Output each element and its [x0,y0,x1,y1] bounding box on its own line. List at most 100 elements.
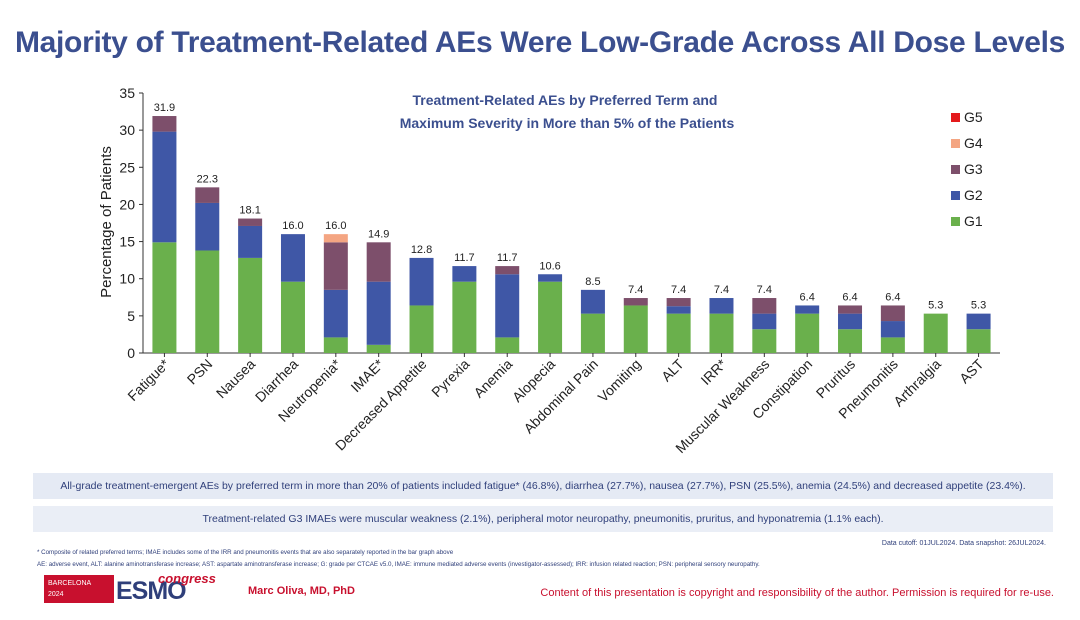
bar-segment-g1 [580,313,605,353]
bar-segment-g2 [709,298,734,314]
bar-total-label: 7.4 [628,284,643,296]
bar-segment-g1 [238,257,263,353]
bar-segment-g1 [538,281,563,353]
bar-segment-g1 [495,337,520,353]
bar-segment-g1 [280,281,305,353]
bar-segment-g1 [623,305,648,353]
legend-swatch-g4 [951,139,960,148]
y-tick-label: 20 [119,196,135,212]
bar-total-label: 8.5 [585,276,600,288]
bar-total-label: 7.4 [671,284,686,296]
slide-title: Majority of Treatment-Related AEs Were L… [14,26,1066,59]
x-tick-label: Arthralgia [890,356,944,410]
legend-label-g4: G4 [964,135,983,151]
bar-segment-g1 [409,305,434,353]
x-tick-label: IRR* [697,355,730,388]
x-tick-label: Pyrexia [428,356,472,400]
note-all-grade-aes: All-grade treatment-emergent AEs by pref… [33,473,1053,499]
bar-segment-g2 [366,281,391,345]
bar-segment-g3 [152,116,177,132]
bar-total-label: 6.4 [842,291,857,303]
legend: G5 G4 G3 G2 G1 [951,109,983,229]
bar-total-label: 10.6 [539,260,560,272]
x-tick-label: ALT [658,355,687,384]
x-tick-label: Vomiting [595,356,644,405]
bar-segment-g3 [366,242,391,282]
bar-segment-g3 [323,242,348,290]
bar-total-label: 31.9 [154,102,175,114]
bar-segment-g3 [666,298,691,307]
y-tick-label: 25 [119,159,135,175]
legend-label-g1: G1 [964,213,983,229]
x-tick-label: Fatigue* [124,355,173,404]
legend-swatch-g1 [951,217,960,226]
x-tick-label: Abdominal Pain [520,356,601,437]
bar-segment-g2 [152,131,177,243]
logo-city: BARCELONA [48,580,92,587]
bar-total-label: 12.8 [411,244,432,256]
bar-segment-g2 [409,257,434,306]
footnote-composite: * Composite of related preferred terms; … [37,549,454,556]
legend-swatch-g3 [951,165,960,174]
y-tick-label: 35 [119,85,135,101]
bar-segment-g1 [838,329,863,353]
note-g3-imaes: Treatment-related G3 IMAEs were muscular… [33,506,1053,532]
bar-total-label: 16.0 [325,220,346,232]
bar-total-label: 6.4 [800,291,815,303]
bar-segment-g3 [623,298,648,306]
bar-segment-g1 [752,329,777,353]
bar-segment-g1 [709,313,734,353]
y-tick-label: 0 [127,345,135,361]
bar-total-label: 22.3 [197,173,218,185]
bar-total-label: 16.0 [282,220,303,232]
esmo-congress-logo: BARCELONA 2024 ESMO congress [44,571,216,605]
bar-segment-g2 [795,305,820,314]
bar-total-label: 6.4 [885,291,900,303]
y-tick-label: 30 [119,122,135,138]
bar-chart: 0 5 10 15 20 25 30 35 31.9 22.3 18.1 16.0 16.0 14.9 1… [98,85,1000,456]
bar-segment-g2 [452,266,477,282]
bar-total-label: 5.3 [928,300,943,312]
x-tick-label: IMAE* [347,355,387,395]
bar-segment-g2 [838,313,863,330]
bar-segment-g2 [280,234,305,282]
legend-label-g2: G2 [964,187,983,203]
bar-segment-g2 [495,274,520,338]
bar-segment-g1 [795,313,820,353]
bar-total-label: 11.7 [454,252,475,264]
data-cutoff: Data cutoff: 01JUL2024. Data snapshot: 2… [881,540,1046,547]
bar-segment-g2 [323,289,348,338]
x-tick-label: PSN [184,356,216,388]
bar-segment-g1 [152,242,177,353]
bars [152,116,991,353]
bar-segment-g1 [366,344,391,353]
bar-segment-g2 [195,202,220,251]
bar-segment-g1 [666,313,691,353]
y-axis-label: Percentage of Patients [98,146,115,298]
bar-segment-g1 [880,337,905,353]
bar-segment-g1 [323,337,348,353]
bar-segment-g3 [495,266,520,275]
legend-swatch-g5 [951,113,960,122]
bar-segment-g2 [238,225,263,258]
bar-total-label: 5.3 [971,300,986,312]
logo-year: 2024 [48,591,64,598]
bar-segment-g3 [752,298,777,314]
bar-total-label: 7.4 [714,284,729,296]
footnote-abbreviations: AE: adverse event, ALT: alanine aminotra… [37,561,760,568]
bar-segment-g3 [880,305,905,322]
logo-congress: congress [158,571,216,586]
bar-total-label: 11.7 [497,252,518,264]
bar-segment-g3 [238,218,263,226]
bar-segment-g1 [923,313,948,353]
bar-total-label: 7.4 [757,284,772,296]
bar-segment-g4 [323,234,348,243]
chart-svg: 0 5 10 15 20 25 30 35 31.9 22.3 18.1 16.0 16.0 14.9 1… [98,85,1000,456]
bar-segment-g2 [880,321,905,338]
bar-total-label: 18.1 [239,205,260,217]
y-tick-label: 5 [127,308,135,324]
chart-title-line-1: Treatment-Related AEs by Preferred Term … [413,92,718,108]
legend-swatch-g2 [951,191,960,200]
bar-segment-g1 [195,250,220,353]
